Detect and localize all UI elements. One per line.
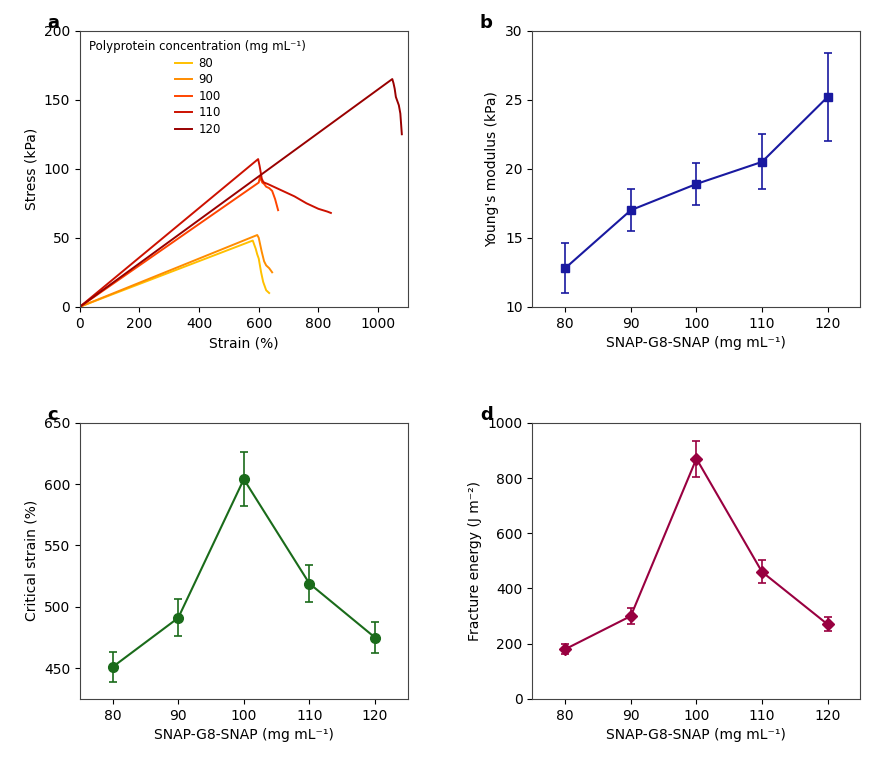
120 bbox=[386, 74, 397, 84]
100 bbox=[263, 184, 274, 193]
Text: d: d bbox=[479, 406, 492, 424]
Y-axis label: Young's modulus (kPa): Young's modulus (kPa) bbox=[485, 91, 499, 247]
Legend: 80, 90, 100, 110, 120: 80, 90, 100, 110, 120 bbox=[86, 37, 309, 140]
90 bbox=[267, 268, 277, 277]
Y-axis label: Critical strain (%): Critical strain (%) bbox=[24, 500, 38, 621]
Text: a: a bbox=[47, 14, 59, 32]
80 bbox=[255, 268, 266, 277]
Y-axis label: Fracture energy (J m⁻²): Fracture energy (J m⁻²) bbox=[468, 481, 481, 641]
100 bbox=[260, 182, 271, 191]
X-axis label: SNAP-G8-SNAP (mg mL⁻¹): SNAP-G8-SNAP (mg mL⁻¹) bbox=[606, 336, 786, 350]
120 bbox=[74, 303, 85, 312]
120 bbox=[392, 97, 402, 106]
90 bbox=[253, 233, 264, 243]
100 bbox=[74, 303, 85, 312]
100 bbox=[259, 180, 269, 189]
110 bbox=[255, 168, 266, 177]
80 bbox=[250, 244, 260, 253]
90 bbox=[256, 247, 267, 257]
80 bbox=[258, 277, 268, 286]
80 bbox=[247, 236, 258, 245]
80 bbox=[263, 289, 274, 298]
120 bbox=[396, 130, 407, 139]
110 bbox=[313, 204, 323, 214]
80 bbox=[260, 286, 271, 295]
80 bbox=[74, 303, 85, 312]
X-axis label: Strain (%): Strain (%) bbox=[209, 336, 278, 350]
110 bbox=[277, 187, 288, 196]
100 bbox=[273, 206, 284, 215]
110 bbox=[254, 161, 265, 170]
110 bbox=[253, 154, 263, 164]
Text: b: b bbox=[479, 14, 493, 32]
110 bbox=[257, 177, 268, 186]
120 bbox=[389, 84, 400, 93]
90 bbox=[254, 240, 265, 250]
100 bbox=[253, 178, 264, 187]
Text: c: c bbox=[47, 406, 58, 424]
90 bbox=[260, 261, 271, 270]
100 bbox=[269, 194, 280, 204]
110 bbox=[256, 174, 267, 183]
110 bbox=[289, 192, 299, 201]
110 bbox=[268, 182, 278, 191]
100 bbox=[257, 178, 268, 187]
Line: 90: 90 bbox=[80, 235, 272, 307]
Y-axis label: Stress (kPa): Stress (kPa) bbox=[24, 127, 38, 210]
Line: 80: 80 bbox=[80, 240, 268, 307]
120 bbox=[390, 92, 400, 101]
X-axis label: SNAP-G8-SNAP (mg mL⁻¹): SNAP-G8-SNAP (mg mL⁻¹) bbox=[606, 728, 786, 742]
120 bbox=[393, 101, 404, 110]
Line: 120: 120 bbox=[80, 79, 401, 307]
80 bbox=[253, 254, 264, 263]
110 bbox=[262, 180, 273, 189]
110 bbox=[74, 303, 85, 312]
X-axis label: SNAP-G8-SNAP (mg mL⁻¹): SNAP-G8-SNAP (mg mL⁻¹) bbox=[153, 728, 333, 742]
110 bbox=[325, 208, 336, 217]
90 bbox=[263, 263, 274, 273]
Line: 100: 100 bbox=[80, 176, 278, 307]
100 bbox=[254, 171, 265, 180]
90 bbox=[74, 303, 85, 312]
110 bbox=[322, 207, 332, 216]
120 bbox=[394, 109, 405, 118]
110 bbox=[259, 178, 269, 187]
110 bbox=[300, 199, 311, 208]
120 bbox=[388, 78, 399, 88]
90 bbox=[259, 257, 269, 266]
90 bbox=[252, 230, 262, 240]
80 bbox=[252, 250, 262, 259]
Line: 110: 110 bbox=[80, 159, 330, 307]
80 bbox=[249, 240, 260, 250]
100 bbox=[267, 187, 277, 196]
100 bbox=[255, 175, 266, 184]
